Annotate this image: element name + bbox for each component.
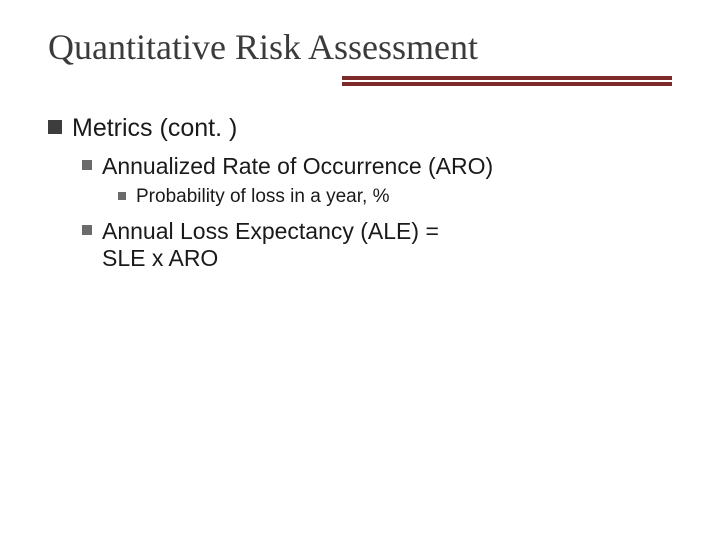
rule-bar-bottom <box>342 82 672 86</box>
square-bullet-icon <box>48 120 62 134</box>
bullet-level1: Metrics (cont. ) <box>48 114 672 143</box>
ale-line2: SLE x ARO <box>102 245 218 271</box>
double-rule <box>342 76 672 86</box>
slide-title: Quantitative Risk Assessment <box>48 28 672 68</box>
bullet-text: Annualized Rate of Occurrence (ARO) <box>102 153 493 180</box>
square-bullet-icon <box>82 225 92 235</box>
bullet-level2: Annualized Rate of Occurrence (ARO) <box>82 153 672 180</box>
square-bullet-icon <box>82 160 92 170</box>
bullet-text: Annual Loss Expectancy (ALE) = SLE x ARO <box>102 218 439 272</box>
square-bullet-icon <box>118 192 126 200</box>
rule-bar-top <box>342 76 672 80</box>
title-underline <box>48 76 672 86</box>
bullet-text: Probability of loss in a year, % <box>136 186 389 208</box>
bullet-text: Metrics (cont. ) <box>72 114 237 143</box>
slide: Quantitative Risk Assessment Metrics (co… <box>0 0 720 540</box>
content-area: Metrics (cont. ) Annualized Rate of Occu… <box>48 114 672 272</box>
bullet-level3: Probability of loss in a year, % <box>118 186 672 208</box>
ale-line1: Annual Loss Expectancy (ALE) = <box>102 218 439 244</box>
bullet-level2: Annual Loss Expectancy (ALE) = SLE x ARO <box>82 218 672 272</box>
